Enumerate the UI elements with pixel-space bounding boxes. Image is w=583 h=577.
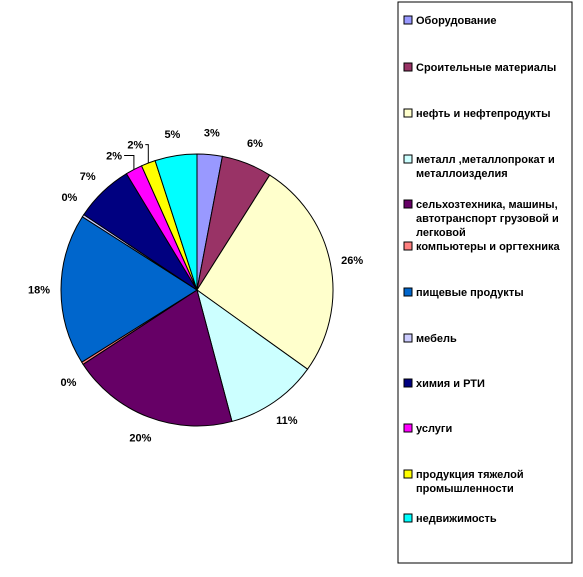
legend-label-услуги: услуги (416, 423, 452, 435)
pct-label-химия-и-рти: 7% (80, 171, 96, 183)
legend-label-компьютеры-и-оргтехника: компьютеры и оргтехника (416, 241, 561, 253)
pie-slices (60, 153, 334, 427)
legend-label-химия-и-рти: химия и РТИ (416, 378, 485, 390)
legend-swatch-пищевые-продукты (403, 287, 413, 297)
pct-label-сроительные-материалы: 6% (247, 138, 263, 150)
legend-label-мебель: мебель (416, 333, 457, 345)
legend-swatch-металл-металлопрокат-и-металлоизделия (403, 154, 413, 164)
legend-swatch-продукция-тяжелой-промышленности (403, 469, 413, 479)
pie-slice-пищевые-продукты (60, 216, 198, 363)
legend-swatch-оборудование (403, 15, 413, 25)
legend-swatch-мебель (403, 333, 413, 343)
pct-label-недвижимость: 5% (164, 129, 180, 141)
legend-label-пищевые-продукты: пищевые продукты (416, 287, 524, 299)
legend-label-продукция-тяжелой-промышленности: промышленности (416, 483, 514, 495)
legend-swatch-сельхозтехника-машины-автотранспорт-грузовой-и-легковой (403, 199, 413, 209)
legend-frame (397, 1, 573, 564)
legend-label-сроительные-материалы: Сроительные материалы (416, 62, 556, 74)
pct-label-услуги: 2% (106, 151, 122, 163)
pct-label-пищевые-продукты: 18% (28, 284, 50, 296)
pct-label-компьютеры-и-оргтехника: 0% (61, 377, 77, 389)
legend-swatch-сроительные-материалы (403, 62, 413, 72)
legend-label-недвижимость: недвижимость (416, 513, 497, 525)
pie-slice-металл-металлопрокат-и-металлоизделия (196, 288, 309, 423)
pie-slice-сельхозтехника-машины-автотранспорт-грузовой-и-легковой (82, 289, 233, 427)
percentage-labels: 3%6%26%11%20%0%18%0%7%2%2%5% (28, 128, 363, 445)
legend-label-оборудование: Оборудование (416, 15, 496, 27)
legend-swatch-компьютеры-и-оргтехника (403, 241, 413, 251)
pct-label-сельхозтехника-машины-автотранспорт-грузовой-и-легковой: 20% (129, 433, 151, 445)
leader-lines (124, 144, 149, 170)
legend-label-металл-металлопрокат-и-металлоизделия: металл ,металлопрокат и (416, 154, 555, 166)
legend-swatch-нефть-и-нефтепродукты (403, 108, 413, 118)
leader-line-продукция-тяжелой-промышленности (145, 144, 149, 163)
pct-label-продукция-тяжелой-промышленности: 2% (127, 140, 143, 152)
legend-swatch-химия-и-рти (403, 378, 413, 388)
pct-label-оборудование: 3% (204, 128, 220, 140)
legend-label-продукция-тяжелой-промышленности: продукция тяжелой (416, 469, 524, 481)
pct-label-мебель: 0% (61, 192, 77, 204)
pct-label-нефть-и-нефтепродукты: 26% (341, 255, 363, 267)
legend-label-металл-металлопрокат-и-металлоизделия: металлоизделия (416, 168, 508, 180)
legend-label-сельхозтехника-машины-автотранспорт-грузовой-и-легковой: автотранспорт грузовой и (416, 213, 559, 225)
legend-swatch-услуги (403, 423, 413, 433)
legend-label-нефть-и-нефтепродукты: нефть и нефтепродукты (416, 108, 550, 120)
legend-swatch-недвижимость (403, 513, 413, 523)
pie-slice-недвижимость (154, 153, 198, 291)
legend-label-сельхозтехника-машины-автотранспорт-грузовой-и-легковой: легковой (416, 227, 466, 239)
legend-label-сельхозтехника-машины-автотранспорт-грузовой-и-легковой: сельхозтехника, машины, (416, 199, 558, 211)
legend: Оборудование Сроительные материалы нефть и… (397, 1, 573, 564)
pct-label-металл-металлопрокат-и-металлоизделия: 11% (276, 415, 298, 427)
leader-line-услуги (124, 155, 135, 170)
legend-items: Оборудование Сроительные материалы нефть и… (403, 15, 561, 525)
pie-slice-нефть-и-нефтепродукты (196, 174, 334, 370)
